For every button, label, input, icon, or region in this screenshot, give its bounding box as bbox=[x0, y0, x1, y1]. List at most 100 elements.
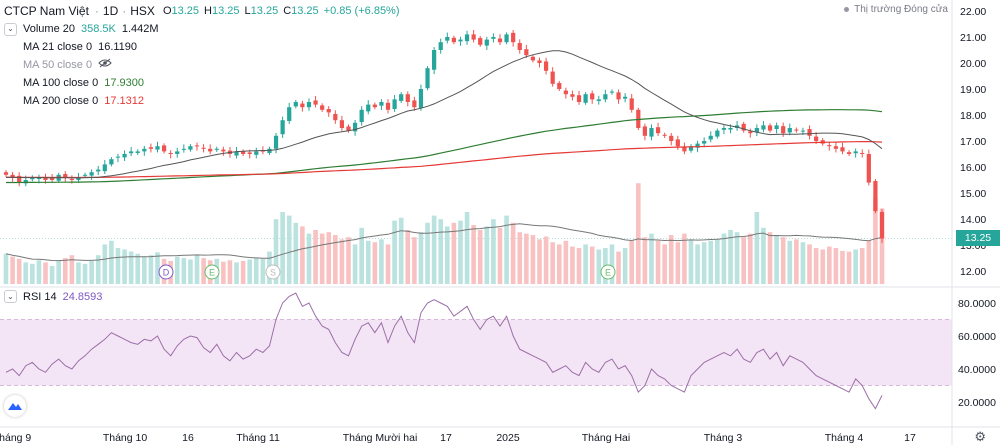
price-tick-label: 17.00 bbox=[960, 136, 986, 148]
event-marker-label: E bbox=[605, 268, 611, 278]
volume-bar bbox=[16, 258, 22, 284]
candle-body bbox=[82, 174, 88, 176]
indicator-name[interactable]: MA 50 close 0 bbox=[23, 59, 93, 71]
volume-bar bbox=[412, 237, 417, 284]
candle-body bbox=[3, 172, 9, 175]
candle-body bbox=[115, 156, 121, 158]
price-tick-label: 21.00 bbox=[960, 32, 986, 44]
volume-bar bbox=[431, 215, 437, 284]
candle-body bbox=[293, 102, 298, 107]
candle-body bbox=[596, 99, 601, 101]
volume-bar bbox=[701, 242, 707, 284]
interval-label[interactable]: 1D bbox=[102, 4, 119, 18]
volume-bar bbox=[418, 232, 424, 284]
symbol-title[interactable]: CTCP Nam Việt bbox=[4, 4, 89, 18]
ohlc-values: O13.25 H13.25 L13.25 C13.25 bbox=[163, 2, 324, 20]
volume-bar bbox=[642, 237, 648, 284]
candle-body bbox=[543, 61, 549, 71]
rsi-name[interactable]: RSI 14 bbox=[23, 290, 57, 303]
exchange-label: HSX bbox=[130, 4, 155, 18]
candle-body bbox=[155, 146, 160, 150]
volume-bar bbox=[313, 230, 318, 284]
indicator-name[interactable]: MA 100 close 0 bbox=[23, 77, 99, 89]
event-marker-label: D bbox=[163, 268, 170, 278]
volume-bar bbox=[813, 248, 819, 284]
volume-bar bbox=[392, 220, 397, 284]
volume-bar bbox=[846, 251, 852, 284]
indicator-name[interactable]: MA 200 close 0 bbox=[23, 95, 99, 107]
ma200-line bbox=[6, 141, 883, 179]
ohlc-label: H bbox=[204, 5, 212, 17]
candle-body bbox=[464, 34, 470, 42]
indicator-name[interactable]: MA 21 close 0 bbox=[23, 41, 93, 53]
volume-bar bbox=[695, 244, 700, 284]
hidden-eye-icon[interactable] bbox=[98, 56, 112, 74]
event-marker-circle bbox=[265, 264, 281, 280]
volume-bar bbox=[69, 255, 75, 284]
indicator-row[interactable]: MA 100 close 0 17.9300 bbox=[23, 74, 150, 92]
candle-body bbox=[642, 126, 647, 136]
tradingview-logo-icon[interactable] bbox=[4, 395, 26, 417]
rsi-collapse-toggle[interactable]: ⌄ bbox=[4, 290, 17, 303]
volume-bar bbox=[668, 235, 674, 284]
indicator-name[interactable]: Volume 20 bbox=[23, 23, 75, 35]
volume-bar bbox=[155, 252, 160, 284]
volume-bar bbox=[827, 246, 832, 284]
candle-body bbox=[379, 102, 384, 106]
candle-body bbox=[300, 103, 305, 108]
volume-bar bbox=[780, 237, 786, 284]
volume-bar bbox=[530, 235, 536, 284]
event-marker[interactable]: E bbox=[204, 264, 220, 280]
event-marker[interactable]: S bbox=[265, 264, 281, 280]
volume-bar bbox=[655, 240, 661, 284]
volume-bar bbox=[372, 242, 378, 284]
volume-bar bbox=[333, 235, 338, 284]
time-tick-label: 17 bbox=[440, 432, 452, 444]
candle-body bbox=[346, 126, 351, 131]
candle-body bbox=[392, 99, 397, 110]
indicator-row[interactable]: MA 200 close 0 17.1312 bbox=[23, 92, 150, 110]
event-marker[interactable]: D bbox=[158, 264, 174, 280]
candle-body bbox=[484, 39, 489, 46]
candle-body bbox=[761, 125, 766, 130]
candle-body bbox=[774, 125, 779, 130]
volume-bar bbox=[807, 244, 812, 284]
volume-bar bbox=[510, 222, 516, 284]
volume-bar bbox=[484, 226, 490, 284]
volume-bar bbox=[247, 259, 253, 284]
volume-ma-line bbox=[5, 223, 883, 262]
volume-bar bbox=[425, 222, 430, 284]
indicator-row[interactable]: ⌄ Volume 20 358.5K 1.442M bbox=[4, 20, 165, 38]
rsi-band-fill bbox=[0, 319, 952, 386]
volume-bar bbox=[260, 258, 266, 284]
volume-bar bbox=[438, 219, 444, 284]
candle-body bbox=[352, 122, 358, 132]
volume-bar bbox=[570, 246, 575, 284]
volume-bar bbox=[741, 237, 746, 284]
candle-body bbox=[418, 89, 424, 108]
time-tick-label: 16 bbox=[182, 432, 194, 444]
volume-bar bbox=[543, 236, 549, 284]
volume-bar bbox=[188, 259, 193, 284]
candle-body bbox=[326, 109, 331, 113]
candle-body bbox=[359, 109, 364, 123]
volume-bar bbox=[359, 227, 364, 284]
candle-body bbox=[655, 127, 661, 134]
indicator-row[interactable]: MA 21 close 0 16.1190 bbox=[23, 38, 143, 56]
candle-body bbox=[702, 141, 707, 144]
candle-body bbox=[247, 152, 252, 154]
collapse-toggle-icon[interactable]: ⌄ bbox=[4, 22, 17, 36]
candle-body bbox=[860, 152, 865, 154]
ohlc-value: 13.25 bbox=[171, 5, 200, 17]
candle-body bbox=[497, 38, 503, 43]
settings-gear-icon[interactable]: ⚙ bbox=[974, 429, 986, 444]
volume-bar bbox=[497, 227, 503, 284]
candle-body bbox=[787, 128, 792, 133]
candle-body bbox=[629, 98, 634, 110]
market-status: Thị trường Đóng cửa bbox=[844, 4, 948, 15]
indicator-row[interactable]: MA 50 close 0 bbox=[23, 56, 112, 74]
volume-bar bbox=[833, 248, 839, 284]
candle-body bbox=[669, 135, 674, 141]
event-marker[interactable]: E bbox=[600, 264, 616, 280]
